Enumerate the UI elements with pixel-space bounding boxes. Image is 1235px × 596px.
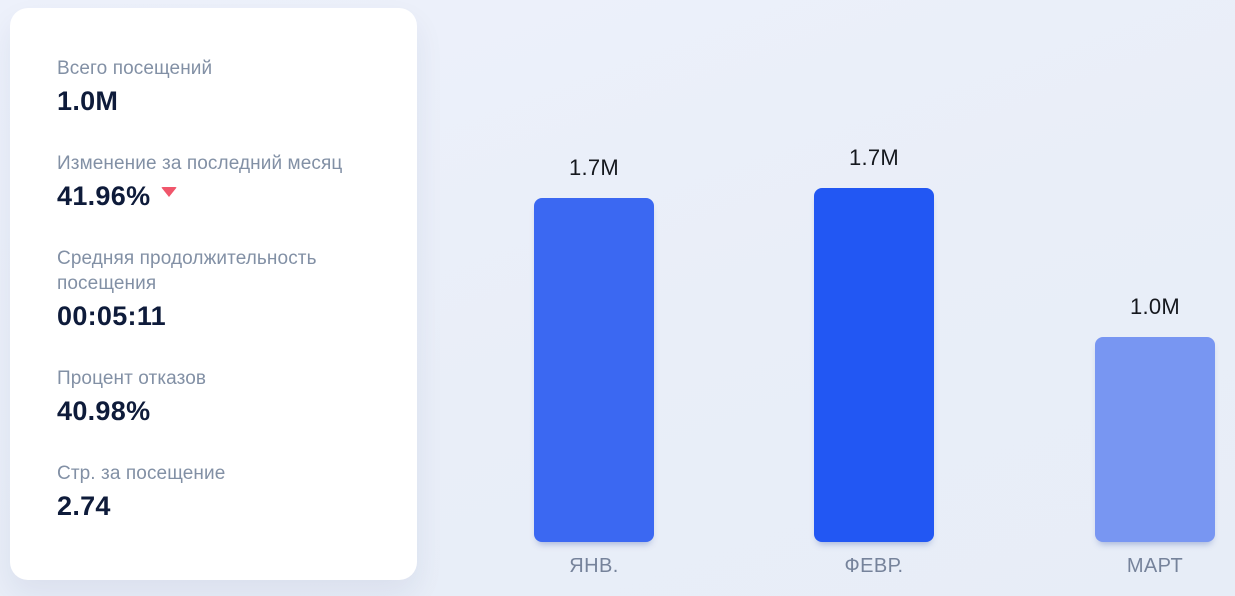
stat-value: 40.98% — [57, 396, 151, 426]
stat-label: Всего посещений — [57, 58, 213, 79]
bar-month-label: МАРТ — [1126, 555, 1184, 577]
stat-total-visits: Всего посещений 1.0M — [57, 56, 381, 117]
bar-group-march: 1.0M МАРТ — [1095, 294, 1215, 577]
bar-month-label: ФЕВР. — [844, 555, 904, 577]
trend-down-icon — [161, 186, 178, 197]
stat-avg-visit-duration: Средняя продолжительность посещения 00:0… — [57, 246, 381, 332]
stat-label: Процент отказов — [57, 368, 207, 389]
bar-group-february: 1.7M ФЕВР. — [814, 145, 934, 577]
bar-january[interactable] — [534, 198, 654, 542]
bar-march[interactable] — [1095, 337, 1215, 542]
stat-pages-per-visit: Стр. за посещение 2.74 — [57, 461, 381, 522]
stat-label: Средняя продолжительность посещения — [57, 248, 317, 294]
stat-monthly-change: Изменение за последний месяц 41.96% — [57, 151, 381, 212]
bar-value-label: 1.7M — [568, 155, 620, 180]
stat-value: 00:05:11 — [57, 301, 166, 331]
bar-value-label: 1.0M — [1129, 294, 1181, 319]
stat-bounce-rate: Процент отказов 40.98% — [57, 366, 381, 427]
stat-label: Изменение за последний месяц — [57, 153, 343, 174]
stat-value: 1.0M — [57, 86, 119, 116]
stat-label: Стр. за посещение — [57, 463, 226, 484]
bar-month-label: ЯНВ. — [569, 555, 619, 577]
stat-value: 2.74 — [57, 491, 111, 521]
bar-group-january: 1.7M ЯНВ. — [534, 155, 654, 577]
bar-february[interactable] — [814, 188, 934, 542]
stats-card: Всего посещений 1.0M Изменение за послед… — [10, 8, 417, 580]
bar-value-label: 1.7M — [848, 145, 900, 170]
stat-value: 41.96% — [57, 181, 151, 211]
